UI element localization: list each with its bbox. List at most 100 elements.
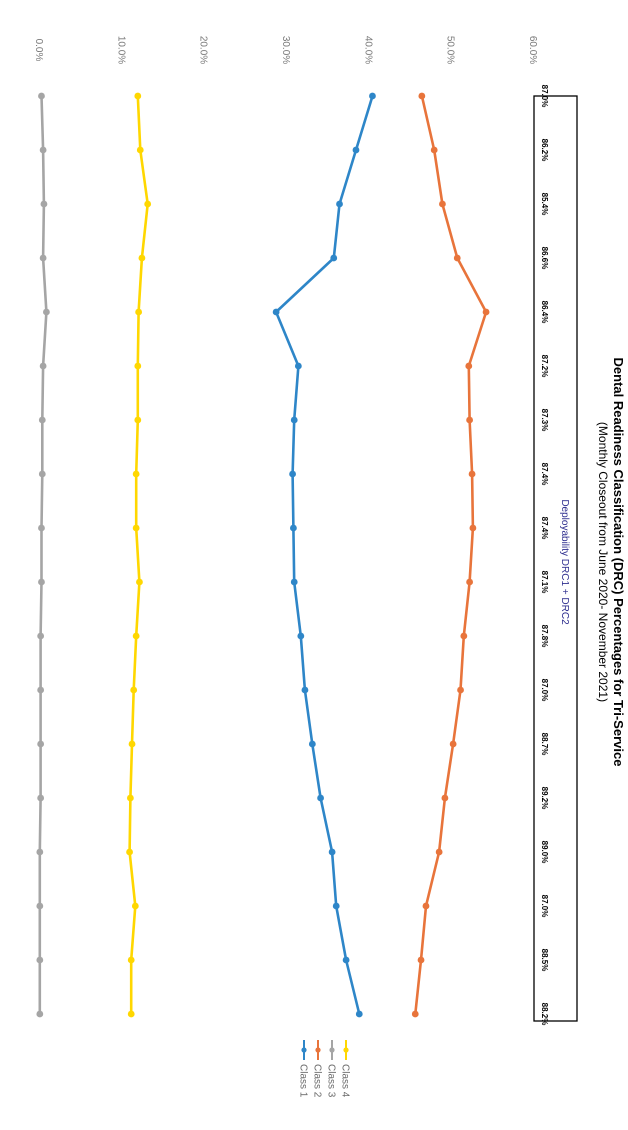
data-point-class-4 [136,578,143,586]
data-point-class-4 [132,524,140,532]
deployability-value: 87.3% [540,409,549,432]
data-point-class-3 [39,362,47,370]
y-tick-label: 0.0% [33,39,44,62]
y-tick-label: 60.0% [527,36,538,64]
chart-title: Dental Readiness Classification (DRC) Pe… [611,358,626,767]
deployability-value: 86.4% [540,301,549,324]
data-point-class-1 [332,902,340,910]
data-point-class-4 [138,254,146,262]
deployability-value: 86.6% [540,247,549,270]
data-point-class-3 [37,686,45,694]
legend-label: Class 4 [340,1064,351,1098]
data-point-class-2 [460,632,468,640]
data-point-class-3 [38,416,46,424]
data-point-class-4 [130,686,138,694]
data-point-class-1 [290,578,298,586]
legend-marker [315,1047,321,1053]
data-point-class-1 [294,362,302,370]
data-point-class-2 [482,308,490,316]
data-point-class-2 [465,362,473,370]
data-point-class-1 [330,254,338,262]
data-point-class-2 [453,254,461,262]
data-point-class-4 [128,740,136,748]
data-point-class-2 [439,200,446,208]
legend-marker [329,1047,335,1053]
deployability-value: 88.7% [540,733,549,756]
data-point-class-3 [39,254,47,262]
data-point-class-3 [38,524,45,532]
data-point-class-1 [342,956,350,964]
legend-label: Class 1 [298,1064,309,1098]
series-layer [36,92,490,1018]
data-point-class-2 [466,578,474,586]
deployability-value: 85.4% [540,193,549,216]
deployability-value: 87.4% [540,517,549,540]
data-point-class-4 [132,632,140,640]
y-tick-label: 40.0% [362,36,373,64]
series-line-class-2 [414,94,488,1016]
data-point-class-4 [131,902,139,910]
data-point-class-3 [38,578,45,586]
data-point-class-4 [132,470,140,478]
series-line-class-4 [128,94,150,1016]
deployability-value: 87.0% [540,85,549,108]
data-point-class-3 [36,902,44,910]
y-tick-label: 20.0% [198,36,209,64]
series-line-class-3 [38,94,48,1016]
y-axis: 0.0% 10.0% 20.0% 30.0% 40.0% 50.0% 60.0% [33,36,538,64]
data-point-class-3 [37,740,45,748]
data-point-class-4 [134,92,142,100]
data-point-class-1 [301,686,309,694]
data-point-class-3 [38,470,46,478]
deployability-value: 87.2% [540,355,549,378]
deployability-value: 87.4% [540,463,549,486]
data-point-class-4 [134,416,142,424]
data-point-class-1 [289,470,296,478]
data-point-class-2 [418,92,426,100]
deployability-value: 87.0% [540,679,549,702]
data-point-class-1 [317,794,324,802]
deployability-value: 88.5% [540,949,549,972]
data-point-class-2 [449,740,457,748]
data-point-class-4 [135,308,143,316]
data-point-class-3 [39,146,47,154]
y-tick-label: 50.0% [445,36,456,64]
series-line-class-1 [274,94,374,1016]
data-point-class-4 [127,1010,135,1018]
legend-marker [301,1047,307,1053]
data-point-class-4 [144,200,152,208]
data-point-class-1 [328,848,336,856]
data-point-class-2 [466,416,474,424]
data-point-class-1 [290,524,297,532]
data-point-class-1 [369,92,376,100]
data-point-class-1 [336,200,343,208]
data-point-class-3 [37,794,45,802]
deployability-value: 86.2% [540,139,549,162]
deployability-value: 89.2% [540,787,549,810]
deployability-box-title: Deployability DRC1 + DRC2 [559,499,570,625]
data-point-class-3 [37,632,45,640]
data-point-class-2 [430,146,438,154]
deployability-value: 87.1% [540,571,549,594]
data-point-class-4 [127,956,135,964]
legend-marker [343,1047,349,1053]
chart-subtitle: (Monthly Closeout from June 2020- Novemb… [596,422,610,702]
deployability-value: 88.2% [540,1003,549,1026]
data-point-class-2 [468,470,476,478]
deployability-value: 89.0% [540,841,549,864]
legend: Class 1 Class 2 Class 3 Class 4 [298,1040,351,1098]
data-point-class-4 [126,848,133,856]
data-point-class-2 [469,524,477,532]
data-point-class-3 [36,848,44,856]
data-point-class-3 [40,200,48,208]
data-point-class-3 [38,92,45,100]
deployability-value: 87.8% [540,625,549,648]
legend-label: Class 3 [326,1064,337,1098]
data-point-class-2 [435,848,443,856]
data-point-class-1 [308,740,316,748]
deployability-values: 87.0% 86.2% 85.4% 86.6% 86.4% 87.2% 87.3% 87.4%… [540,85,549,1026]
deployability-box [533,95,578,1022]
data-point-class-3 [36,1010,44,1018]
